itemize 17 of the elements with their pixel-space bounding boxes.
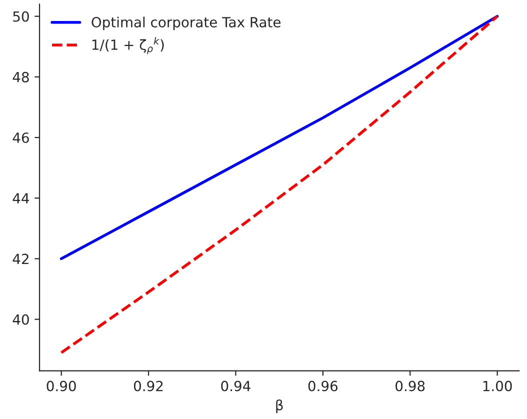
legend-label: 1/(1 + ζ$_{ρ}$$^{k}$)	[92, 37, 164, 54]
y-tick-label: 44	[12, 193, 30, 204]
x-tick-label: 0.94	[221, 380, 250, 392]
x-tick-label: 1.00	[483, 380, 512, 392]
legend-label: Optimal corporate Tax Rate	[92, 16, 281, 30]
line-series	[60, 14, 499, 354]
y-tick-label: 40	[12, 314, 29, 325]
x-tick-label: 0.90	[46, 380, 76, 392]
y-tick-label: 48	[12, 72, 29, 82]
y-tick-label: 42	[12, 254, 28, 264]
y-tick-label: 50	[13, 11, 29, 22]
x-tick-label: 0.96	[308, 380, 338, 392]
y-tick-label: 46	[12, 132, 29, 143]
x-axis-title: β	[276, 400, 283, 414]
x-tick-label: 0.98	[396, 380, 425, 392]
line-series	[60, 14, 499, 260]
x-tick-label: 0.92	[134, 380, 163, 392]
